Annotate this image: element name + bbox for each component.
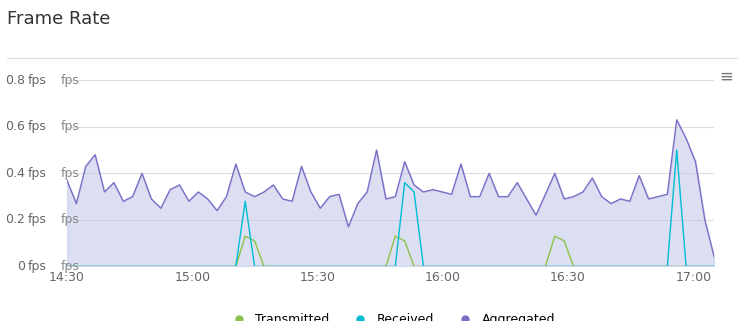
Text: 0: 0	[17, 260, 25, 273]
Text: 0.4: 0.4	[5, 167, 25, 180]
Text: 0.2: 0.2	[5, 213, 25, 226]
Text: fps: fps	[60, 74, 80, 87]
Text: 0.6: 0.6	[5, 120, 25, 133]
Legend: Transmitted, Received, Aggregated: Transmitted, Received, Aggregated	[221, 308, 560, 321]
Text: fps: fps	[28, 260, 47, 273]
Text: 0.8: 0.8	[5, 74, 25, 87]
Text: ≡: ≡	[719, 67, 733, 85]
Text: fps: fps	[28, 74, 47, 87]
Text: fps: fps	[28, 167, 47, 180]
Text: fps: fps	[60, 120, 80, 133]
Text: fps: fps	[60, 213, 80, 226]
Text: fps: fps	[60, 167, 80, 180]
Text: fps: fps	[28, 120, 47, 133]
Text: fps: fps	[60, 260, 80, 273]
Text: fps: fps	[28, 213, 47, 226]
Text: Frame Rate: Frame Rate	[7, 10, 111, 28]
